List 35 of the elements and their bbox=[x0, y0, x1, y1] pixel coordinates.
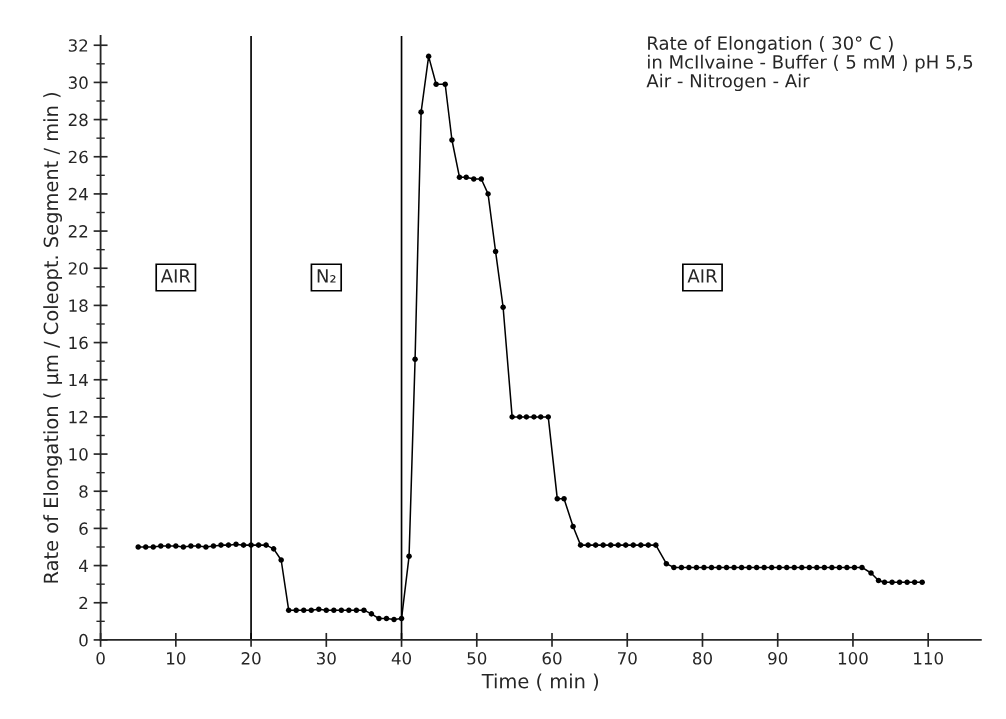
y-tick-label: 2 bbox=[79, 596, 88, 610]
x-tick-label: 100 bbox=[838, 652, 868, 665]
y-tick-label: 28 bbox=[68, 113, 88, 127]
x-tick-label: 50 bbox=[467, 652, 487, 665]
annotation: AIR bbox=[687, 269, 718, 283]
x-tick-label: 110 bbox=[914, 652, 943, 665]
x-tick-label: 10 bbox=[167, 652, 186, 665]
y-tick-label: 0 bbox=[79, 633, 88, 647]
x-tick-label: 30 bbox=[316, 652, 336, 665]
text: Rate of Elongation ( 30° C ) in McIlvaine - Buffer ( 5 mM ) pH 5,5 Air - Nitrogen - Air bbox=[646, 35, 973, 92]
x-tick-label: 90 bbox=[768, 652, 788, 665]
annotation: AIR bbox=[160, 269, 191, 283]
x-tick-label: 70 bbox=[618, 652, 637, 665]
y-tick-label: 30 bbox=[68, 76, 88, 89]
y-tick-label: 6 bbox=[79, 522, 88, 535]
y-tick-label: 10 bbox=[69, 448, 88, 461]
x-tick-label: 20 bbox=[241, 652, 261, 665]
x-axis-title: Time ( min ) bbox=[481, 673, 599, 691]
y-tick-label: 18 bbox=[69, 299, 88, 312]
y-tick-label: 20 bbox=[68, 262, 88, 275]
y-tick-label: 26 bbox=[68, 150, 88, 164]
x-tick-label: 80 bbox=[693, 652, 712, 665]
y-tick-label: 12 bbox=[69, 410, 88, 424]
y-tick-label: 24 bbox=[68, 187, 88, 201]
x-tick-label: 40 bbox=[391, 652, 412, 665]
annotation: N₂ bbox=[317, 269, 336, 283]
y-tick-label: 16 bbox=[69, 336, 88, 350]
y-tick-label: 14 bbox=[69, 373, 88, 387]
x-tick-label: 60 bbox=[542, 652, 562, 665]
y-tick-label: 32 bbox=[68, 39, 88, 52]
y-axis-title: Rate of Elongation ( µm / Coleopt. Segment / min ) bbox=[43, 93, 63, 583]
y-tick-label: 8 bbox=[79, 485, 88, 498]
y-tick-label: 22 bbox=[68, 225, 88, 238]
x-tick-label: 0 bbox=[96, 652, 105, 665]
y-tick-label: 4 bbox=[79, 559, 88, 572]
